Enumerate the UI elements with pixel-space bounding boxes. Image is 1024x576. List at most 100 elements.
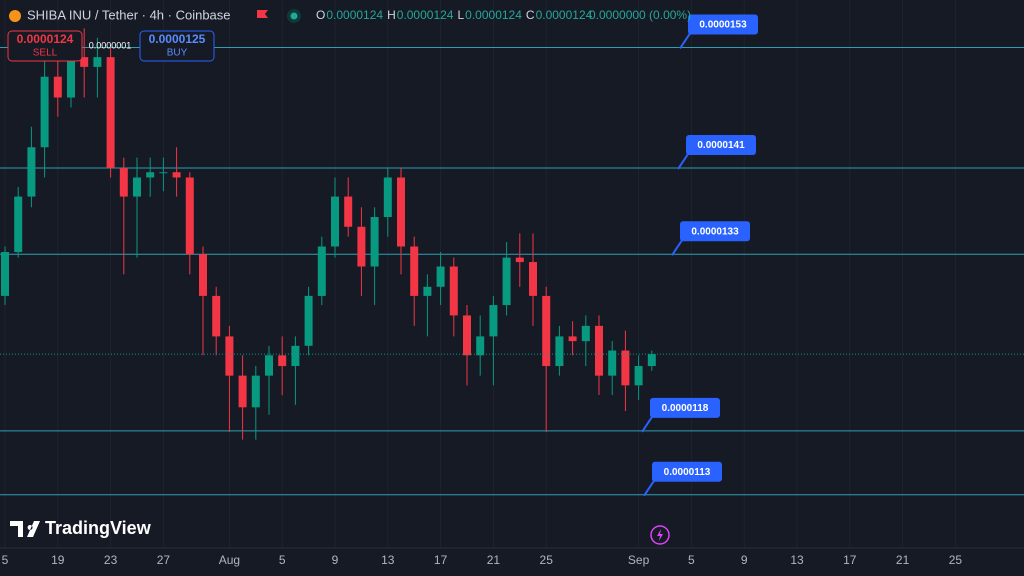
spread: 0.0000001 (89, 40, 132, 50)
x-tick-label: 27 (157, 553, 171, 567)
x-tick-label: 17 (843, 553, 857, 567)
candle-body (14, 196, 23, 253)
sell-button[interactable] (7, 30, 83, 62)
x-tick-label: Sep (628, 553, 650, 567)
candle-body (410, 246, 419, 296)
candle-body (634, 366, 643, 386)
candle-body (304, 295, 313, 346)
level-label-box (688, 14, 758, 35)
candle-body (621, 350, 630, 386)
candle-body (159, 172, 168, 174)
candle-body (317, 246, 326, 296)
candle-body (106, 57, 115, 169)
label-pointer (679, 32, 691, 50)
x-tick-label: 19 (51, 553, 65, 567)
icon-ring (650, 525, 670, 545)
candle-body (436, 266, 445, 287)
candle-body (397, 177, 405, 247)
sell-price: 0.0000124 (17, 32, 74, 46)
sell-label: SELL (33, 48, 58, 59)
x-tick-label: Aug (219, 553, 240, 567)
x-axis: 5 19 23 27 Aug 5 9 13 17 21 25 Sep 5 9 13 17 21 25 (2, 553, 963, 567)
x-tick-label: 21 (487, 553, 501, 567)
candle-body (265, 355, 273, 376)
candle-body (568, 336, 577, 342)
status-dot (290, 12, 298, 20)
level-label: 0.0000153 (699, 20, 747, 31)
buy-price: 0.0000125 (149, 32, 206, 46)
candle-body (199, 254, 207, 296)
candle-body (291, 345, 300, 367)
replay-icon[interactable] (650, 525, 670, 545)
level-label-box (680, 221, 750, 242)
level-label-box (652, 461, 722, 482)
candle-body (542, 295, 551, 367)
flag-icon[interactable] (257, 10, 268, 18)
icon-bolt (657, 529, 663, 541)
ohlc-values: O 0.0000124 H 0.0000124 L 0.0000124 C 0.0000124 (316, 8, 593, 22)
ohlc-key: L (457, 8, 464, 22)
trade-widget: 0.0000124 SELL 0.0000001 0.0000125 BUY (7, 30, 215, 62)
label-pointer (671, 239, 683, 256)
candle-body (581, 325, 590, 342)
candle-body (251, 375, 260, 408)
label-pointer (677, 153, 689, 170)
candle-body (595, 325, 603, 376)
level-label: 0.0000133 (691, 226, 739, 237)
ohlc-value: 0.0000124 (465, 8, 522, 22)
ohlc-key: O (316, 8, 325, 22)
candle-body (608, 350, 617, 376)
candle-body (647, 354, 656, 367)
candle-body (185, 177, 194, 255)
ohlc-value: 0.0000124 (326, 8, 383, 22)
candle-body (238, 375, 247, 408)
ohlc-key: C (526, 8, 535, 22)
x-tick-label: 17 (434, 553, 448, 567)
label-pointer (643, 480, 655, 497)
candle-body (27, 147, 36, 197)
candle-body (529, 262, 537, 296)
level-label: 0.0000113 (664, 467, 711, 478)
candle-body (146, 172, 155, 178)
candle-body (1, 252, 9, 296)
ohlc-key: H (387, 8, 396, 22)
x-tick-label: 5 (279, 553, 286, 567)
candle-body (133, 177, 141, 197)
candle-body (40, 76, 49, 148)
candle-body (476, 336, 485, 356)
candle-body (212, 295, 221, 337)
level-label-box (650, 397, 720, 418)
symbol-title: SHIBA INU / Tether · 4h · Coinbase (27, 7, 231, 22)
candle-body (172, 172, 181, 178)
candle-body (357, 226, 366, 267)
candle-body (344, 196, 353, 227)
buy-button[interactable] (139, 30, 215, 62)
label-pointer (641, 416, 653, 433)
candle-body (489, 305, 498, 337)
x-tick-label: 25 (949, 553, 963, 567)
candle-body (119, 168, 128, 197)
level-label: 0.0000118 (662, 403, 709, 414)
price-change: 0.0000000 (0.00%) (589, 8, 691, 22)
candle-body (93, 57, 102, 67)
x-tick-label: 13 (381, 553, 395, 567)
candle-body (225, 336, 234, 376)
grid (4, 0, 956, 548)
symbol-icon (9, 10, 21, 22)
level-label-box (686, 135, 756, 156)
candle-body (515, 257, 524, 263)
candle-body (423, 286, 432, 296)
x-tick-label: 13 (790, 553, 804, 567)
ohlc-value: 0.0000124 (536, 8, 593, 22)
x-tick-label: 5 (2, 553, 9, 567)
candle-body (555, 336, 564, 367)
candle-body (80, 57, 89, 67)
candle-body (331, 196, 339, 247)
candle-body (278, 355, 287, 367)
plot-area: 0.0000153 0.0000141 0.0000133 0.0000118 0.00… (0, 14, 1024, 497)
candle-body (449, 266, 458, 316)
level-label: 0.0000141 (697, 140, 745, 151)
logo-icon (10, 521, 40, 537)
